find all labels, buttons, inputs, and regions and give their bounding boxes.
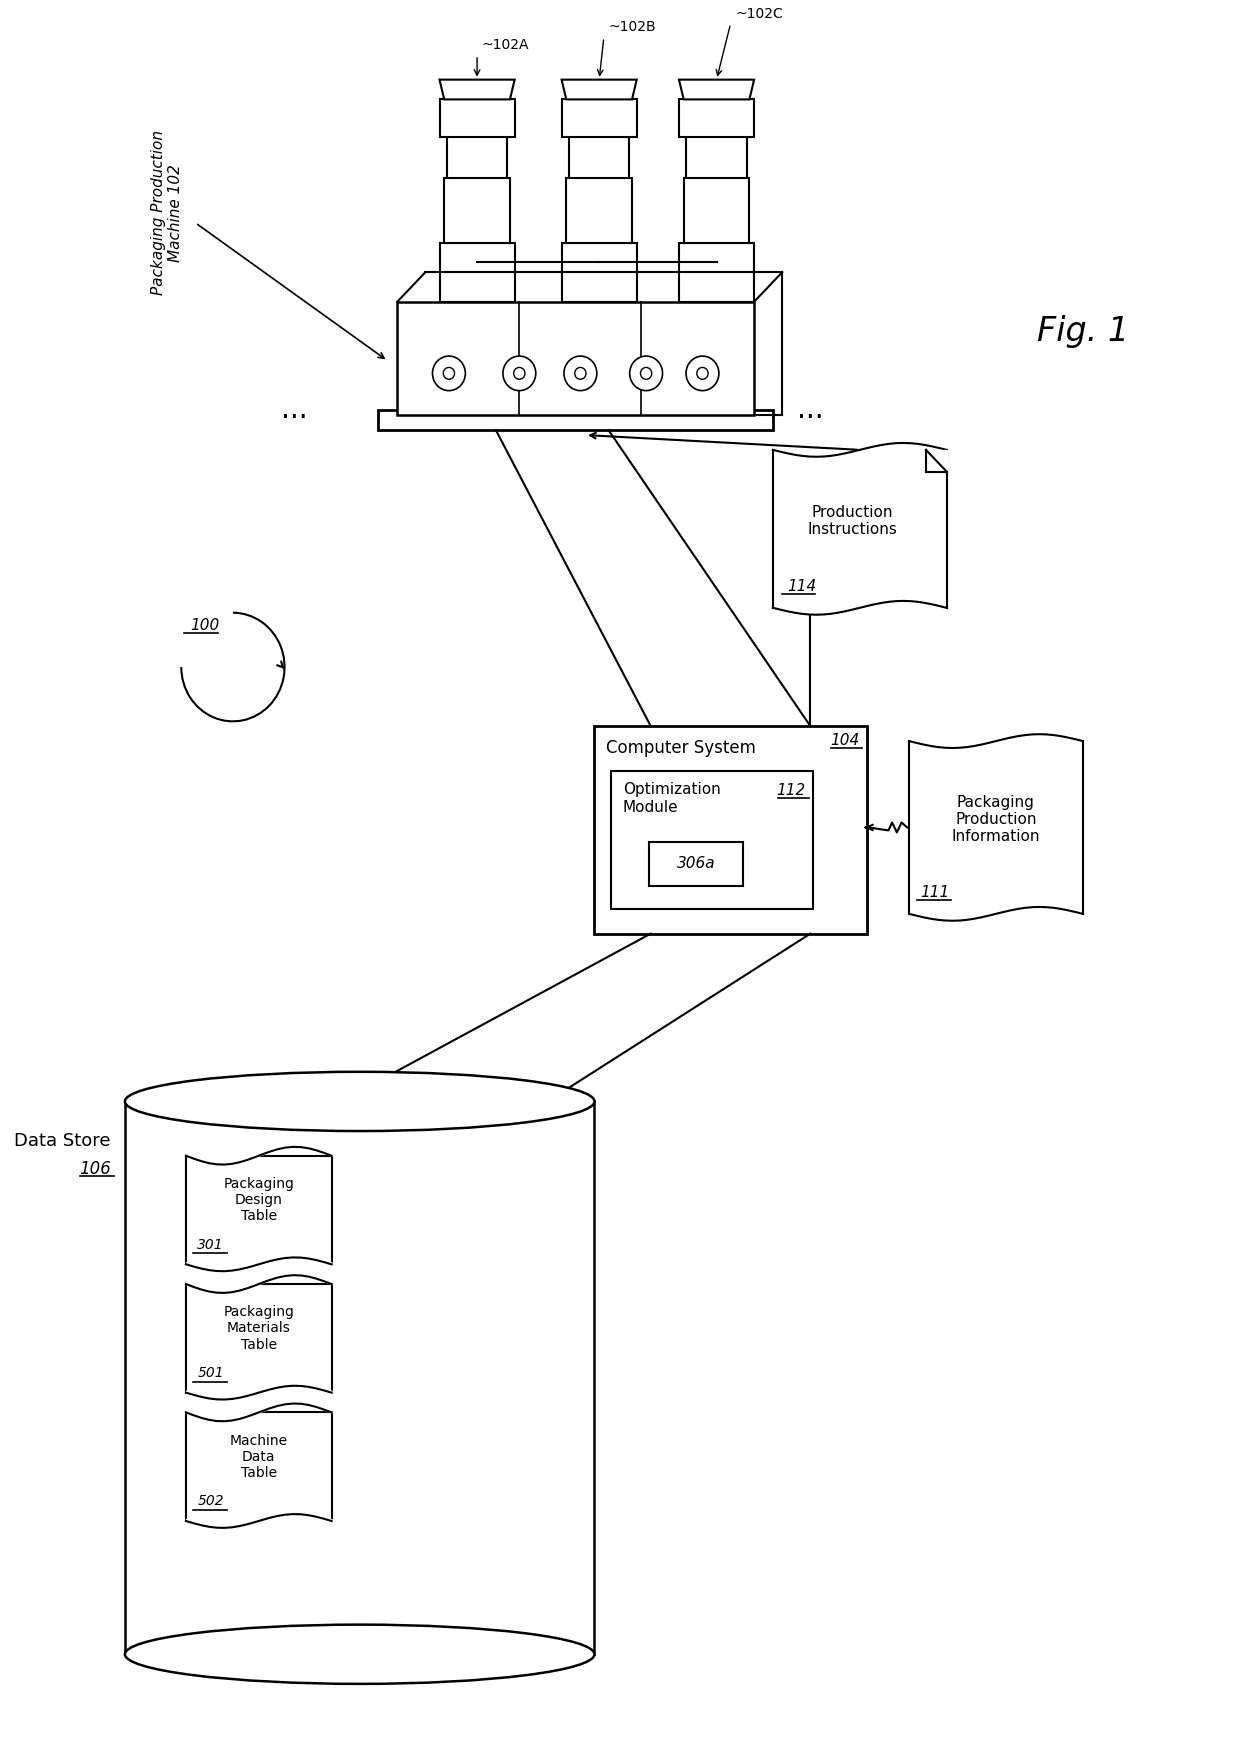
Text: ~102C: ~102C [735,7,784,21]
Text: Packaging Production
Machine 102: Packaging Production Machine 102 [151,130,184,295]
Polygon shape [680,79,754,100]
Ellipse shape [443,367,455,379]
Text: Packaging
Production
Information: Packaging Production Information [951,795,1040,844]
Ellipse shape [125,1624,594,1684]
Bar [562,242,636,302]
Ellipse shape [686,356,719,391]
Text: 100: 100 [190,617,219,633]
Text: 112: 112 [776,782,806,798]
Bar [611,770,813,909]
Text: 111: 111 [920,884,950,900]
Polygon shape [683,179,749,242]
Polygon shape [567,179,632,242]
Ellipse shape [125,1072,594,1131]
Text: 114: 114 [787,579,816,593]
Bar [186,1284,331,1393]
Bar [397,302,754,416]
Text: Machine
Data
Table: Machine Data Table [229,1433,288,1480]
Text: 306a: 306a [677,856,715,872]
Text: Production
Instructions: Production Instructions [807,505,898,537]
Bar [594,726,867,933]
Text: ~102B: ~102B [609,21,656,35]
Bar [378,410,773,430]
Text: ...: ... [797,396,823,424]
Text: 502: 502 [197,1494,224,1508]
Bar [562,100,636,137]
Text: ~102A: ~102A [482,39,529,53]
Text: Data Store: Data Store [15,1131,110,1151]
Polygon shape [562,79,636,100]
Text: 106: 106 [79,1159,110,1177]
Bar [680,242,754,302]
Bar [439,100,515,137]
Text: ...: ... [280,396,308,424]
Ellipse shape [641,367,652,379]
Text: 501: 501 [197,1366,224,1380]
Ellipse shape [630,356,662,391]
Bar [186,1156,331,1265]
Polygon shape [926,449,946,472]
Bar [569,133,629,181]
Text: 104: 104 [830,733,859,747]
Text: Fig. 1: Fig. 1 [1037,316,1128,347]
Text: 301: 301 [197,1238,224,1252]
Text: Packaging
Design
Table: Packaging Design Table [223,1177,294,1223]
Bar [448,133,507,181]
Text: Packaging
Materials
Table: Packaging Materials Table [223,1305,294,1352]
Ellipse shape [503,356,536,391]
Polygon shape [444,179,510,242]
Bar [687,133,746,181]
Ellipse shape [433,356,465,391]
Bar [186,1412,331,1521]
Polygon shape [439,79,515,100]
Ellipse shape [575,367,587,379]
Ellipse shape [513,367,525,379]
Ellipse shape [697,367,708,379]
Bar [649,842,743,886]
Bar [439,242,515,302]
Text: Optimization
Module: Optimization Module [622,782,720,814]
Bar [680,100,754,137]
Ellipse shape [564,356,596,391]
Text: Computer System: Computer System [605,738,755,758]
